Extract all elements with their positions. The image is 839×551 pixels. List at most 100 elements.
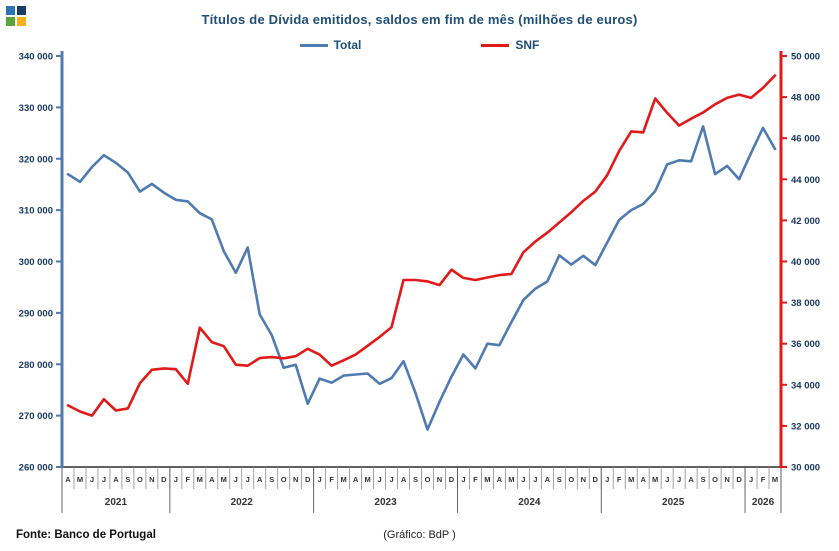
bpstat-logo [6,6,26,26]
total-line-swatch [299,43,328,47]
month-label: A [353,475,359,484]
right-axis-label: 46 000 [791,134,820,145]
legend: Total SNF [0,38,839,52]
legend-label-total: Total [333,38,362,52]
snf-line [66,74,777,417]
month-label: J [90,475,94,484]
month-label: F [617,475,622,484]
legend-label-snf: SNF [515,38,540,52]
legend-item-snf: SNF [481,38,539,52]
month-label: A [113,475,119,484]
month-label: O [281,475,287,484]
credit-note: (Gráfico: BdP ) [383,529,456,541]
right-axis-label: 42 000 [791,216,820,227]
month-label: J [246,475,250,484]
month-label: M [340,475,346,484]
month-label: F [473,475,478,484]
year-label: 2024 [518,497,541,508]
month-label: M [77,475,83,484]
logo-square-blue [6,6,15,15]
chart-title: Títulos de Dívida emitidos, saldos em fi… [201,12,638,27]
month-label: M [197,475,203,484]
month-label: A [401,475,407,484]
right-axis-label: 30 000 [791,463,820,474]
month-label: O [568,475,574,484]
month-label: D [736,475,742,484]
month-label: A [640,475,646,484]
month-label: J [102,475,106,484]
right-axis-label: 40 000 [791,257,820,268]
left-axis-label: 340 000 [19,52,53,63]
month-label: S [701,475,706,484]
month-label: A [209,475,215,484]
year-label: 2023 [374,497,397,508]
year-label: 2021 [105,497,128,508]
month-label: O [712,475,718,484]
month-label: S [557,475,562,484]
left-axis-label: 320 000 [19,154,53,165]
logo-square-yellow [17,17,26,26]
month-label: J [377,475,381,484]
month-label: J [665,475,669,484]
month-label: J [461,475,465,484]
month-label: J [521,475,525,484]
month-label: J [318,475,322,484]
source-note: Fonte: Banco de Portugal [16,529,156,541]
month-label: N [724,475,729,484]
month-label: S [125,475,130,484]
month-label: F [186,475,191,484]
month-label: M [221,475,227,484]
month-label: N [149,475,154,484]
right-axis-label: 34 000 [791,380,820,391]
left-axis-label: 270 000 [19,411,53,422]
left-axis-label: 290 000 [19,308,53,319]
month-label: M [484,475,490,484]
logo-square-navy [17,6,26,15]
total-line [66,125,777,431]
month-label: A [688,475,694,484]
month-label: D [161,475,167,484]
year-label: 2026 [752,497,775,508]
year-label: 2025 [662,497,685,508]
month-label: N [581,475,586,484]
month-label: D [305,475,311,484]
left-axis-label: 260 000 [19,463,53,474]
month-label: J [605,475,609,484]
month-label: F [761,475,766,484]
snf-line-swatch [481,43,510,47]
right-axis-label: 50 000 [791,52,820,63]
month-label: A [497,475,503,484]
left-axis-label: 310 000 [19,206,53,217]
right-axis-label: 38 000 [791,298,820,309]
left-axis-label: 300 000 [19,257,53,268]
logo-square-green [6,17,15,26]
month-label: J [749,475,753,484]
month-label: A [545,475,551,484]
month-label: J [174,475,178,484]
month-label: M [364,475,370,484]
month-label: D [593,475,599,484]
left-axis-label: 280 000 [19,360,53,371]
left-axis-label: 330 000 [19,103,53,114]
month-label: F [329,475,334,484]
month-label: M [772,475,778,484]
month-label: J [389,475,393,484]
right-axis-label: 36 000 [791,339,820,350]
month-label: N [293,475,298,484]
right-axis-label: 44 000 [791,175,820,186]
month-label: M [652,475,658,484]
month-label: O [137,475,143,484]
month-label: A [257,475,263,484]
month-label: J [677,475,681,484]
month-label: S [413,475,418,484]
legend-item-total: Total [299,38,362,52]
month-label: A [65,475,71,484]
year-label: 2022 [231,497,254,508]
right-axis-label: 32 000 [791,421,820,432]
month-label: M [628,475,634,484]
month-label: N [437,475,442,484]
month-label: M [508,475,514,484]
month-label: O [425,475,431,484]
month-label: J [234,475,238,484]
